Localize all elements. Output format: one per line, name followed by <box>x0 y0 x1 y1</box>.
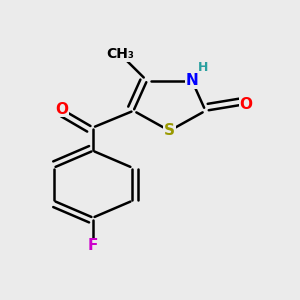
Text: CH₃: CH₃ <box>106 47 134 61</box>
Text: S: S <box>164 123 175 138</box>
Text: O: O <box>239 97 253 112</box>
Text: N: N <box>186 73 198 88</box>
Text: H: H <box>198 61 208 74</box>
Text: O: O <box>55 102 68 117</box>
Text: F: F <box>88 238 98 253</box>
